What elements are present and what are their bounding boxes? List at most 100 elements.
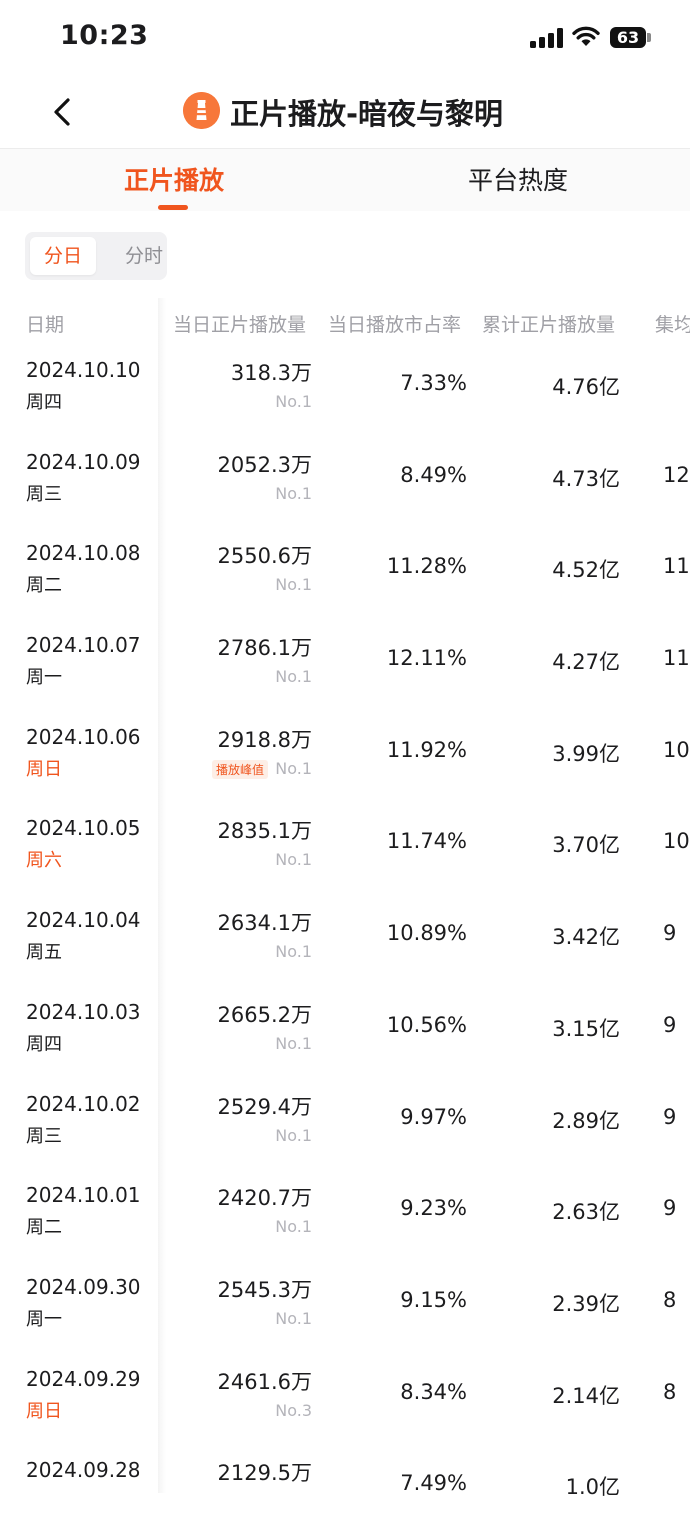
row-episode-average: 11 bbox=[663, 554, 690, 579]
row-date: 2024.10.06 bbox=[26, 724, 141, 749]
row-market-share: 8.49% bbox=[400, 462, 467, 487]
row-market-share: 10.56% bbox=[386, 1012, 467, 1037]
table-row[interactable]: 2024.09.30 周一 2545.3万 No.1 9.15% 2.39亿 8 bbox=[0, 1265, 690, 1357]
row-daily-plays: 2835.1万 bbox=[217, 819, 312, 844]
header-episode-average: 集均 bbox=[655, 314, 690, 336]
row-date: 2024.09.30 bbox=[26, 1274, 141, 1299]
row-weekday: 周四 bbox=[26, 1033, 62, 1055]
header-market-share: 当日播放市占率 bbox=[328, 314, 462, 336]
back-arrow-icon[interactable] bbox=[44, 92, 84, 132]
tab-active-indicator bbox=[158, 205, 188, 210]
row-episode-average: 9 bbox=[663, 1196, 677, 1221]
row-market-share: 12.11% bbox=[386, 646, 467, 671]
row-rank: No.1 bbox=[275, 758, 312, 778]
row-weekday: 周四 bbox=[26, 392, 62, 413]
table-row[interactable]: 2024.10.06 周日 2918.8万 播放峰值 No.1 11.92% 3… bbox=[0, 715, 690, 807]
row-cumulative-plays: 1.0亿 bbox=[565, 1475, 620, 1500]
segment-hourly[interactable]: 分时 bbox=[124, 245, 163, 267]
table-row[interactable]: 2024.10.05 周六 2835.1万 No.1 11.74% 3.70亿 … bbox=[0, 806, 690, 898]
row-episode-average: 9 bbox=[663, 1104, 677, 1129]
table-row[interactable]: 2024.10.02 周三 2529.4万 No.1 9.97% 2.89亿 9 bbox=[0, 1082, 690, 1174]
table-row[interactable]: 2024.10.01 周二 2420.7万 No.1 9.23% 2.63亿 9 bbox=[0, 1173, 690, 1265]
row-date: 2024.10.01 bbox=[26, 1183, 141, 1208]
row-cumulative-plays: 3.15亿 bbox=[552, 1016, 620, 1041]
row-weekday: 周一 bbox=[26, 1308, 62, 1330]
row-market-share: 7.49% bbox=[400, 1471, 467, 1496]
table-row[interactable]: 2024.10.08 周二 2550.6万 No.1 11.28% 4.52亿 … bbox=[0, 531, 690, 623]
table-row[interactable]: 2024.10.03 周四 2665.2万 No.1 10.56% 3.15亿 … bbox=[0, 990, 690, 1082]
peak-badge: 播放峰值 bbox=[211, 759, 268, 779]
row-market-share: 8.34% bbox=[400, 1379, 467, 1404]
row-daily-plays: 2529.4万 bbox=[217, 1094, 312, 1119]
row-market-share: 9.23% bbox=[400, 1196, 467, 1221]
header-daily-plays: 当日正片播放量 bbox=[173, 314, 307, 336]
table-row[interactable]: 2024.10.09 周三 2052.3万 No.1 8.49% 4.73亿 1… bbox=[0, 440, 690, 532]
header-date: 日期 bbox=[26, 314, 65, 336]
row-date: 2024.10.07 bbox=[26, 633, 141, 658]
table-row[interactable]: 2024.10.04 周五 2634.1万 No.1 10.89% 3.42亿 … bbox=[0, 898, 690, 990]
row-cumulative-plays: 4.52亿 bbox=[552, 558, 620, 583]
row-market-share: 7.33% bbox=[400, 371, 467, 395]
row-cumulative-plays: 2.63亿 bbox=[552, 1200, 620, 1225]
row-market-share: 9.97% bbox=[400, 1104, 467, 1129]
row-daily-plays: 2786.1万 bbox=[217, 636, 312, 661]
table-row[interactable]: 2024.10.07 周一 2786.1万 No.1 12.11% 4.27亿 … bbox=[0, 623, 690, 715]
row-rank: No.3 bbox=[275, 1400, 312, 1420]
sticky-column-shadow bbox=[158, 298, 166, 1493]
row-episode-average: 9 bbox=[663, 1012, 677, 1037]
row-rank: No.1 bbox=[275, 1033, 312, 1053]
row-cumulative-plays: 3.70亿 bbox=[552, 833, 620, 858]
row-cumulative-plays: 4.27亿 bbox=[552, 650, 620, 675]
row-daily-plays: 318.3万 bbox=[230, 361, 312, 385]
row-date: 2024.10.05 bbox=[26, 816, 141, 841]
row-cumulative-plays: 2.14亿 bbox=[552, 1383, 620, 1408]
segment-daily[interactable]: 分日 bbox=[30, 237, 96, 275]
tab-bar: 正片播放 平台热度 bbox=[0, 149, 690, 211]
row-daily-plays: 2461.6万 bbox=[217, 1369, 312, 1394]
row-date: 2024.10.03 bbox=[26, 999, 141, 1024]
row-episode-average: 12 bbox=[663, 462, 690, 487]
row-cumulative-plays: 4.76亿 bbox=[552, 375, 620, 399]
row-weekday: 周二 bbox=[26, 1217, 62, 1239]
row-episode-average: 10 bbox=[663, 829, 690, 854]
row-daily-plays: 2052.3万 bbox=[217, 452, 312, 477]
row-date: 2024.10.09 bbox=[26, 449, 141, 474]
row-episode-average: 9 bbox=[663, 921, 677, 946]
row-daily-plays: 2420.7万 bbox=[217, 1186, 312, 1211]
row-weekday: 周三 bbox=[26, 1125, 62, 1147]
status-time: 10:23 bbox=[60, 20, 149, 51]
row-episode-average: 8 bbox=[663, 1287, 677, 1312]
tab-platform-heat[interactable]: 平台热度 bbox=[468, 166, 569, 195]
row-date: 2024.10.10 bbox=[26, 358, 141, 382]
lighthouse-logo-icon bbox=[183, 92, 220, 129]
row-rank: No.1 bbox=[275, 1217, 312, 1237]
table-body: 2024.10.10 周四 318.3万 No.1 7.33% 4.76亿 20… bbox=[0, 348, 690, 1540]
row-weekday: 周日 bbox=[26, 758, 62, 780]
row-market-share: 11.74% bbox=[386, 829, 467, 854]
wifi-icon bbox=[572, 26, 600, 46]
row-market-share: 10.89% bbox=[386, 921, 467, 946]
row-cumulative-plays: 3.99亿 bbox=[552, 741, 620, 766]
table-row[interactable]: 2024.09.28 2129.5万 7.49% 1.0亿 bbox=[0, 1448, 690, 1540]
table-row[interactable]: 2024.10.10 周四 318.3万 No.1 7.33% 4.76亿 bbox=[0, 348, 690, 440]
row-rank: No.1 bbox=[275, 575, 312, 595]
row-rank: No.1 bbox=[275, 392, 312, 411]
row-cumulative-plays: 2.39亿 bbox=[552, 1291, 620, 1316]
battery-tip bbox=[647, 33, 651, 42]
row-episode-average: 10 bbox=[663, 737, 690, 762]
row-weekday: 周六 bbox=[26, 850, 62, 872]
row-cumulative-plays: 4.73亿 bbox=[552, 466, 620, 491]
table-row[interactable]: 2024.09.29 周日 2461.6万 No.3 8.34% 2.14亿 8 bbox=[0, 1357, 690, 1449]
row-date: 2024.10.08 bbox=[26, 541, 141, 566]
row-rank: No.1 bbox=[275, 483, 312, 503]
row-rank: No.1 bbox=[275, 1308, 312, 1328]
status-bar: 10:23 63 bbox=[0, 0, 690, 76]
battery-icon: 63 bbox=[610, 27, 646, 48]
tab-main-playback[interactable]: 正片播放 bbox=[124, 166, 225, 195]
row-date: 2024.09.28 bbox=[26, 1458, 141, 1483]
header-cumulative-plays: 累计正片播放量 bbox=[482, 314, 616, 336]
row-weekday: 周五 bbox=[26, 942, 62, 964]
row-daily-plays: 2545.3万 bbox=[217, 1277, 312, 1302]
granularity-toggle: 分日 分时 bbox=[25, 232, 167, 280]
row-daily-plays: 2665.2万 bbox=[217, 1002, 312, 1027]
